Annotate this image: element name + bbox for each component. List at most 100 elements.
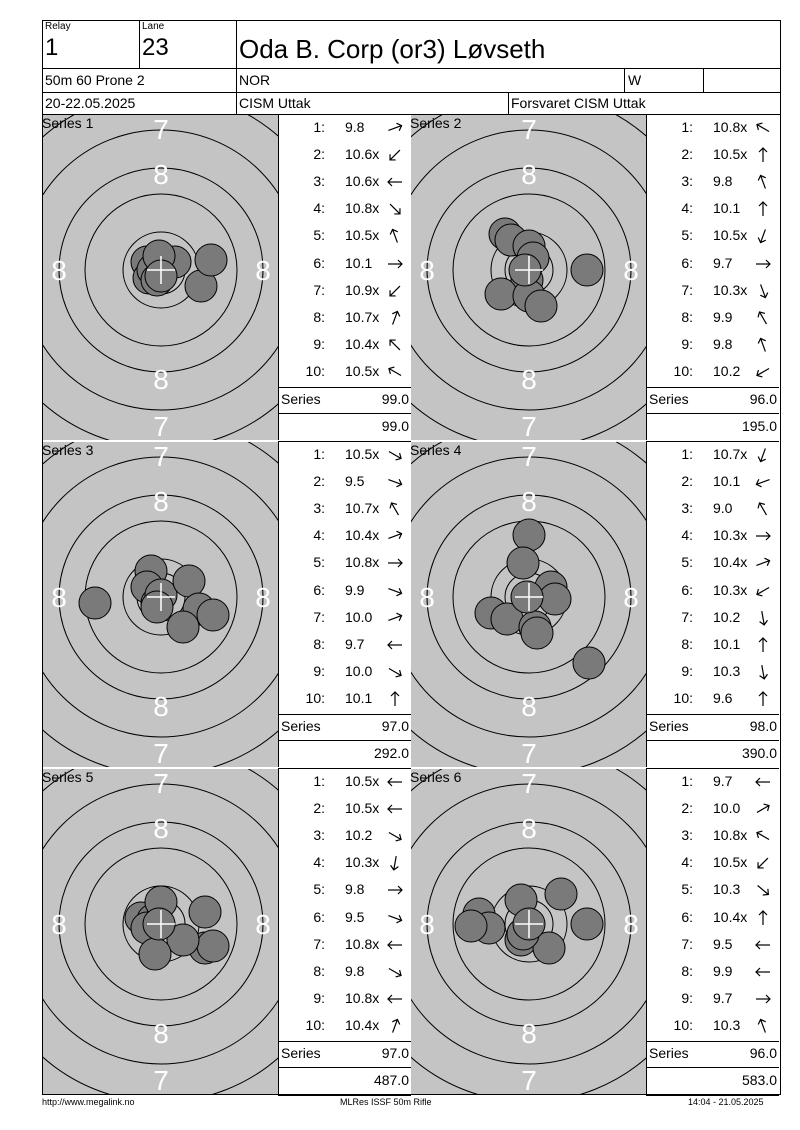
shot-number: 7: bbox=[681, 608, 693, 625]
series-total-label: Series bbox=[649, 718, 689, 734]
frame-gender-divider bbox=[624, 68, 625, 92]
shot-number: 4: bbox=[681, 854, 693, 871]
shot-direction-arrow bbox=[392, 1018, 401, 1033]
shot-direction-arrow bbox=[756, 558, 771, 567]
lane-value: 23 bbox=[142, 34, 169, 61]
shot-number: 5: bbox=[313, 881, 325, 898]
shot-number: 8: bbox=[313, 962, 325, 979]
ring-number: 7 bbox=[521, 115, 537, 145]
shot-direction-arrow bbox=[757, 885, 770, 896]
cumulative-line bbox=[278, 413, 411, 414]
series-total-label: Series bbox=[649, 391, 689, 407]
ring-number: 7 bbox=[153, 1065, 169, 1094]
series-target: 7 7 8 8 8 8 bbox=[43, 115, 279, 440]
ring-number: 8 bbox=[153, 691, 169, 722]
shot-number: 6: bbox=[681, 908, 693, 925]
shot-number: 1: bbox=[681, 119, 693, 135]
shot-number: 4: bbox=[313, 200, 325, 217]
frame-relay-divider bbox=[139, 20, 140, 68]
ring-number: 8 bbox=[255, 582, 271, 613]
shot-direction-arrow bbox=[388, 122, 403, 131]
club: Forsvaret CISM Uttak bbox=[511, 95, 646, 111]
shot-direction-arrow bbox=[388, 366, 402, 376]
shot-score: 10.8x bbox=[345, 935, 380, 952]
shot-number: 9: bbox=[681, 662, 693, 679]
shot-number: 10: bbox=[305, 362, 325, 379]
ring-number: 8 bbox=[153, 159, 169, 190]
shot-direction-arrow bbox=[387, 777, 402, 787]
shot-impact bbox=[506, 546, 540, 580]
shot-score: 10.5x bbox=[345, 362, 380, 379]
target-ring bbox=[43, 783, 279, 1065]
series-label: Series 4 bbox=[410, 442, 462, 458]
shot-direction-arrow bbox=[756, 367, 770, 378]
series-total-value: 96.0 bbox=[749, 391, 777, 407]
shot-impact bbox=[454, 909, 488, 943]
shot-number: 3: bbox=[313, 827, 325, 844]
target-face: 7 7 8 8 8 8 bbox=[43, 442, 279, 767]
shot-number: 7: bbox=[313, 935, 325, 952]
shot-direction-arrow bbox=[757, 310, 768, 325]
ring-number: 8 bbox=[623, 582, 639, 613]
shot-direction-arrow bbox=[755, 479, 770, 488]
shot-direction-arrow bbox=[756, 531, 771, 541]
target-ring bbox=[84, 193, 238, 347]
shot-number: 3: bbox=[313, 500, 325, 517]
score-column-divider bbox=[278, 442, 279, 767]
target-ring bbox=[426, 821, 632, 1027]
shot-impact bbox=[194, 243, 228, 277]
shot-direction-arrow bbox=[389, 229, 398, 244]
series-block-bottom bbox=[646, 1095, 779, 1096]
shot-score: 9.8 bbox=[345, 962, 365, 979]
ring-number: 8 bbox=[623, 255, 639, 286]
shot-impact bbox=[188, 895, 222, 929]
shot-impact bbox=[196, 598, 230, 632]
shot-score: 10.3x bbox=[713, 527, 748, 544]
shot-score: 10.1 bbox=[345, 689, 373, 706]
ring-number: 7 bbox=[153, 442, 169, 472]
shot-score: 10.7x bbox=[713, 446, 748, 462]
shot-direction-arrow bbox=[388, 259, 403, 268]
shot-impact bbox=[484, 277, 518, 311]
shot-direction-arrow bbox=[387, 994, 402, 1004]
series-target: 7 7 8 8 8 8 bbox=[43, 442, 279, 767]
cumulative-line bbox=[646, 740, 779, 741]
series-block-bottom bbox=[646, 768, 779, 769]
shot-direction-arrow bbox=[755, 967, 770, 977]
ring-number: 8 bbox=[153, 813, 169, 844]
shot-score: 10.1 bbox=[713, 200, 741, 217]
shot-number: 3: bbox=[681, 827, 693, 844]
footer-timestamp: 14:04 - 21.05.2025 bbox=[688, 1097, 764, 1107]
score-column-divider bbox=[278, 769, 279, 1094]
shot-number: 2: bbox=[681, 146, 693, 163]
frame-club-divider bbox=[508, 92, 509, 114]
shot-direction-arrow bbox=[388, 530, 403, 540]
target-ring bbox=[452, 847, 606, 1001]
shot-number: 9: bbox=[681, 989, 693, 1006]
shot-direction-arrow bbox=[388, 967, 402, 978]
footer-url[interactable]: http://www.megalink.no bbox=[42, 1097, 135, 1107]
ring-number: 8 bbox=[153, 486, 169, 517]
shot-score: 10.6x bbox=[345, 173, 380, 190]
footer-software: MLRes ISSF 50m Rifle bbox=[340, 1097, 432, 1107]
shot-score: 10.8x bbox=[345, 554, 380, 571]
shot-direction-arrow bbox=[389, 339, 401, 351]
shot-direction-arrow bbox=[756, 994, 771, 1004]
shot-number: 10: bbox=[305, 1016, 325, 1033]
shot-number: 3: bbox=[681, 173, 693, 190]
shot-score: 9.5 bbox=[345, 473, 365, 490]
shot-direction-arrow bbox=[757, 1018, 766, 1033]
shot-number: 10: bbox=[673, 689, 693, 706]
cumulative-total-value: 292.0 bbox=[373, 745, 409, 761]
frame-row3 bbox=[42, 114, 780, 115]
shot-score: 10.3 bbox=[713, 662, 741, 679]
target-face: 7 7 8 8 8 8 bbox=[411, 115, 647, 440]
lane-label: Lane bbox=[142, 21, 165, 32]
series-target: 7 7 8 8 8 8 bbox=[411, 442, 647, 767]
shot-score: 9.7 bbox=[713, 989, 733, 1006]
shot-direction-arrow bbox=[760, 283, 769, 298]
series-total-label: Series bbox=[281, 391, 321, 407]
target-ring bbox=[411, 783, 647, 1065]
shot-score: 10.4x bbox=[345, 1016, 380, 1033]
